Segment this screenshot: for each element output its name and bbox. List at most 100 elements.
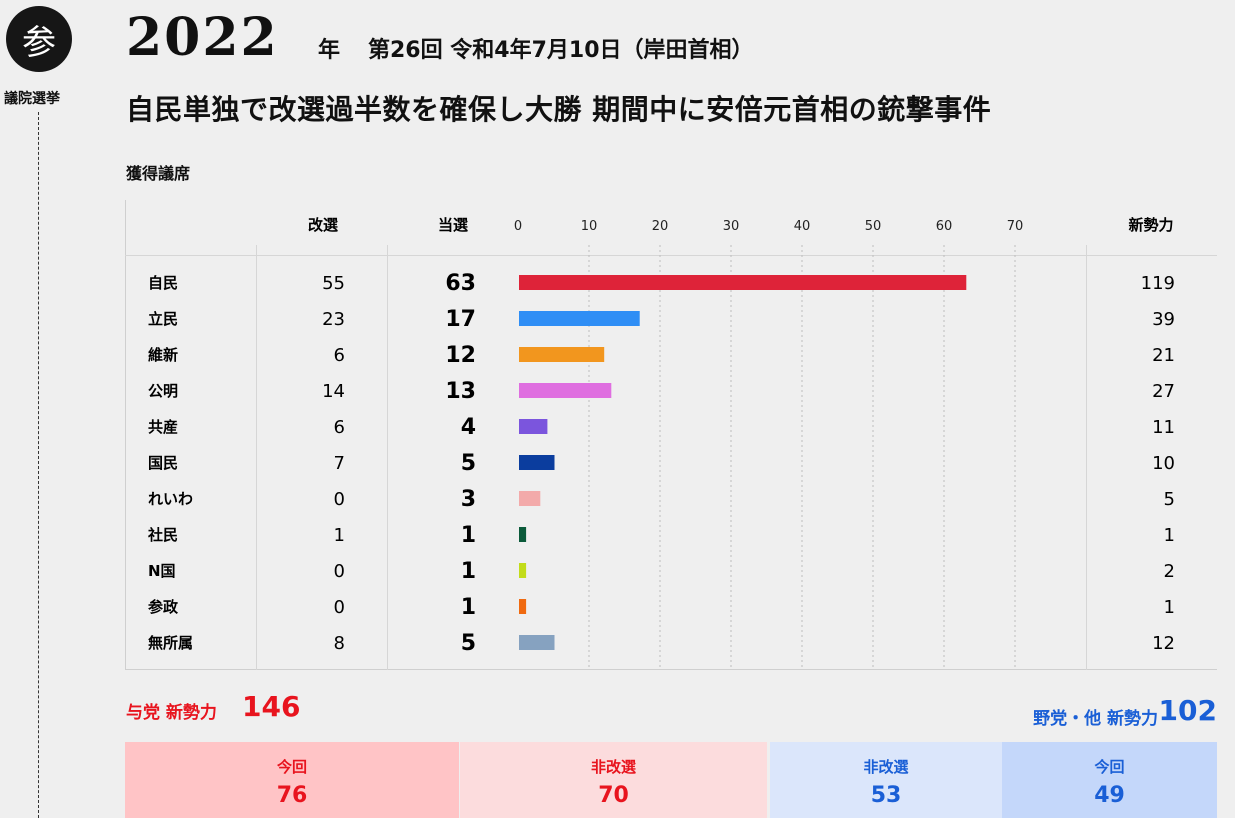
new-strength: 10 (1152, 453, 1175, 474)
party-name: 無所属 (148, 634, 193, 652)
new-strength: 1 (1164, 525, 1175, 546)
new-strength: 39 (1152, 309, 1175, 330)
seats-title: 獲得議席 (126, 164, 191, 183)
seat-bar (519, 527, 527, 542)
col-header-up: 改選 (308, 216, 338, 234)
party-row: れいわ 0 3 5 (148, 487, 1175, 512)
won-seats: 5 (461, 631, 476, 656)
party-name: 公明 (148, 382, 178, 400)
new-strength: 2 (1164, 561, 1175, 582)
won-seats: 63 (445, 271, 476, 296)
seat-bar (519, 455, 555, 470)
party-row: 共産 6 4 11 (148, 415, 1175, 440)
party-row: 参政 0 1 1 (148, 595, 1175, 620)
party-row: 維新 6 12 21 (148, 343, 1175, 368)
seat-bar (519, 491, 541, 506)
seat-bar (519, 347, 605, 362)
box-label: 今回 (276, 758, 307, 776)
x-tick-label: 0 (514, 219, 522, 234)
seat-bar (519, 635, 555, 650)
up-seats: 23 (322, 309, 345, 330)
won-seats: 1 (461, 595, 476, 620)
election-year: 2022 (126, 7, 279, 68)
party-row: 無所属 8 5 12 (148, 631, 1175, 656)
party-name: 共産 (148, 418, 178, 436)
x-tick-label: 20 (652, 219, 669, 234)
opposition-this-time-box: 今回 49 (1002, 742, 1217, 818)
x-tick-label: 60 (936, 219, 953, 234)
up-seats: 55 (322, 273, 345, 294)
new-strength: 1 (1164, 597, 1175, 618)
party-name: 立民 (148, 310, 178, 328)
party-name: れいわ (148, 490, 193, 508)
x-tick-label: 40 (794, 219, 811, 234)
x-tick-label: 10 (581, 219, 598, 234)
party-name: 国民 (148, 454, 178, 472)
col-header-new: 新勢力 (1128, 216, 1173, 234)
won-seats: 1 (461, 559, 476, 584)
up-seats: 8 (334, 633, 345, 654)
ruling-total: 146 (242, 690, 301, 723)
party-row: 社民 1 1 1 (147, 523, 1175, 548)
timeline-line (38, 112, 39, 818)
headline: 自民単独で改選過半数を確保し大勝 期間中に安倍元首相の銃撃事件 (126, 93, 992, 126)
party-name: 参政 (148, 598, 179, 616)
ruling-this-time-box: 今回 76 (125, 742, 459, 818)
won-seats: 4 (461, 415, 476, 440)
won-seats: 13 (445, 379, 476, 404)
x-tick-label: 30 (723, 219, 740, 234)
new-strength: 5 (1164, 489, 1175, 510)
party-name: 社民 (147, 526, 178, 544)
up-seats: 0 (334, 597, 345, 618)
senate-label: 議院選挙 (4, 91, 60, 107)
won-seats: 3 (461, 487, 476, 512)
box-label: 非改選 (590, 758, 636, 776)
opposition-total: 102 (1158, 694, 1217, 727)
up-seats: 0 (334, 561, 345, 582)
party-name: 維新 (148, 346, 178, 364)
party-row: 公明 14 13 27 (148, 379, 1175, 404)
seat-bar (519, 599, 527, 614)
won-seats: 17 (445, 307, 476, 332)
box-label: 今回 (1094, 758, 1125, 776)
won-seats: 1 (461, 523, 476, 548)
seat-bar (519, 275, 967, 290)
up-seats: 0 (334, 489, 345, 510)
won-seats: 12 (445, 343, 476, 368)
ruling-label: 与党 新勢力 (126, 703, 217, 723)
up-seats: 1 (334, 525, 345, 546)
x-tick-label: 50 (865, 219, 882, 234)
box-label: 非改選 (863, 758, 909, 776)
box-value: 53 (870, 783, 902, 808)
opposition-not-up-box: 非改選 53 (770, 742, 1002, 818)
seat-bar (519, 311, 640, 326)
party-row: 立民 23 17 39 (148, 307, 1175, 332)
party-name: N国 (148, 562, 176, 580)
party-row: 国民 7 5 10 (148, 451, 1175, 476)
box-value: 70 (598, 783, 629, 808)
box-value: 49 (1094, 783, 1125, 808)
up-seats: 6 (334, 417, 345, 438)
opposition-label: 野党・他 新勢力 (1033, 709, 1158, 729)
new-strength: 11 (1152, 417, 1175, 438)
up-seats: 7 (334, 453, 345, 474)
party-row: N国 0 1 2 (148, 559, 1175, 584)
ruling-not-up-box: 非改選 70 (460, 742, 767, 818)
up-seats: 14 (322, 381, 345, 402)
year-suffix: 年 (318, 38, 341, 63)
session-info: 第26回 令和4年7月10日（岸田首相） (368, 38, 754, 63)
party-name: 自民 (148, 274, 178, 292)
won-seats: 5 (461, 451, 476, 476)
new-strength: 21 (1152, 345, 1175, 366)
new-strength: 27 (1152, 381, 1175, 402)
seat-bar (519, 419, 548, 434)
box-value: 76 (276, 783, 308, 808)
seat-bar (519, 563, 527, 578)
new-strength: 12 (1152, 633, 1175, 654)
col-header-won: 当選 (438, 216, 468, 234)
up-seats: 6 (334, 345, 345, 366)
senate-badge: 参 (6, 6, 72, 72)
seat-bar (519, 383, 612, 398)
party-row: 自民 55 63 119 (148, 271, 1175, 296)
